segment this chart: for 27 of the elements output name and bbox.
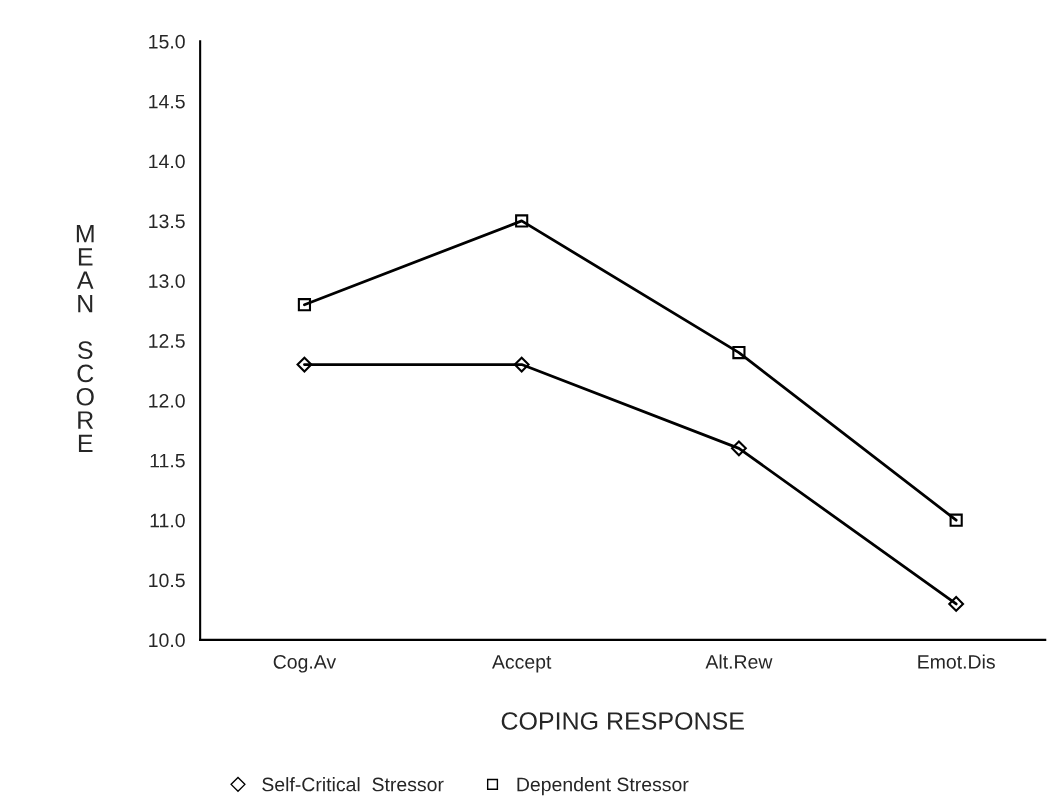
y-tick-label: 13.5: [149, 214, 185, 229]
point: [297, 298, 312, 312]
y-tick-label: 12.5: [149, 334, 185, 348]
text: MEAN SCORE: [76, 225, 94, 452]
point: [513, 356, 530, 373]
y-tick-label: 10.5: [149, 573, 185, 588]
y-tick-label: 11.0: [150, 513, 185, 528]
point: [731, 440, 747, 457]
x-tick-label: Accept: [491, 655, 552, 673]
x-tick-label: Cog.Av: [273, 654, 337, 673]
point: [296, 356, 313, 373]
y-tick-label: 14.5: [149, 94, 185, 109]
y-tick-label: 10.0: [149, 633, 185, 648]
x-axis-title: COPING RESPONSE: [501, 712, 744, 730]
legend-label: Self-Critical Stressor: [262, 777, 444, 792]
y-tick-label: 15.0: [149, 34, 185, 49]
y-tick-label: 11.5: [150, 453, 185, 468]
point: [948, 596, 965, 612]
point: [949, 513, 963, 527]
point: [732, 345, 746, 360]
legend-label: Dependent Stressor: [517, 777, 689, 796]
x-tick-label: Emot.Dis: [918, 654, 995, 669]
y-tick-label: 13.0: [149, 274, 185, 289]
point: [515, 214, 529, 228]
y-tick-label: 12.0: [149, 393, 185, 408]
y-tick-label: 14.0: [149, 154, 185, 169]
x-tick-label: Alt.Rew: [705, 654, 773, 669]
